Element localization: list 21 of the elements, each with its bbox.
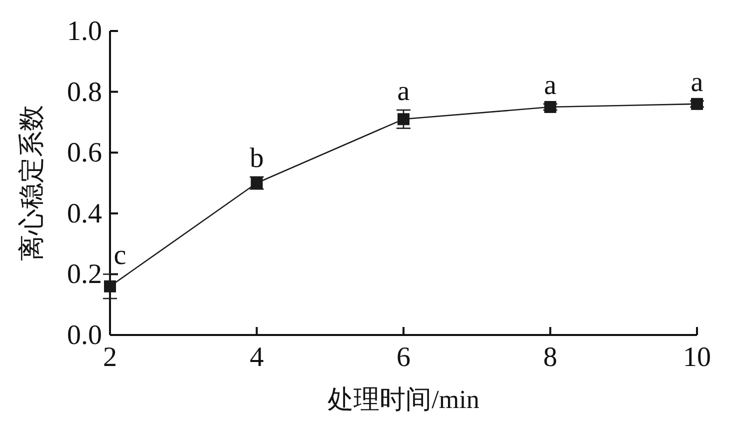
point bbox=[104, 280, 116, 292]
point bbox=[398, 113, 410, 126]
x-tick-label: 2 bbox=[103, 342, 117, 373]
y-tick-label: 0.8 bbox=[67, 76, 102, 108]
annotation: c bbox=[114, 240, 126, 272]
point bbox=[691, 98, 703, 110]
x-tick-label: 10 bbox=[683, 342, 711, 373]
y-tick-label: 0.2 bbox=[67, 259, 102, 290]
x-tick-label: 6 bbox=[396, 342, 410, 373]
x-tick-label: 8 bbox=[543, 342, 558, 373]
annotation: a bbox=[690, 66, 704, 98]
x-tick-label: 4 bbox=[250, 342, 264, 373]
annotation: b bbox=[250, 142, 264, 174]
y-tick-label: 0.4 bbox=[67, 198, 102, 230]
y-tick-label: 0.0 bbox=[67, 320, 102, 351]
y-tick-label: 1.0 bbox=[67, 16, 102, 47]
annotation: a bbox=[544, 70, 558, 101]
x-axis-title: 处理时间/min bbox=[328, 385, 480, 414]
y-axis-title: 离心稳定系数 bbox=[17, 105, 46, 261]
annotation: a bbox=[397, 76, 410, 108]
y-tick-label: 0.6 bbox=[67, 138, 102, 169]
